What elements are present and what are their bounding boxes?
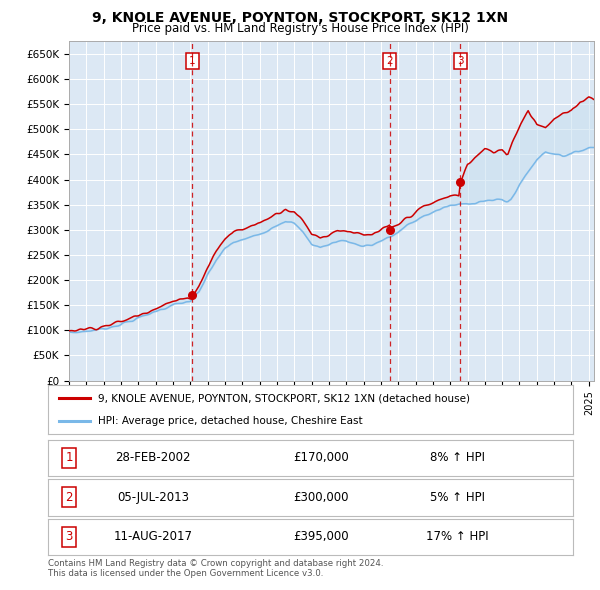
Text: 1: 1 — [65, 451, 73, 464]
Text: 3: 3 — [65, 530, 73, 543]
Text: Price paid vs. HM Land Registry's House Price Index (HPI): Price paid vs. HM Land Registry's House … — [131, 22, 469, 35]
Text: HPI: Average price, detached house, Cheshire East: HPI: Average price, detached house, Ches… — [98, 415, 362, 425]
Text: 5% ↑ HPI: 5% ↑ HPI — [430, 491, 485, 504]
Text: 9, KNOLE AVENUE, POYNTON, STOCKPORT, SK12 1XN (detached house): 9, KNOLE AVENUE, POYNTON, STOCKPORT, SK1… — [98, 394, 470, 404]
Text: 1: 1 — [189, 57, 196, 67]
Text: 11-AUG-2017: 11-AUG-2017 — [113, 530, 193, 543]
Text: £300,000: £300,000 — [293, 491, 349, 504]
Text: 05-JUL-2013: 05-JUL-2013 — [117, 491, 189, 504]
Text: Contains HM Land Registry data © Crown copyright and database right 2024.: Contains HM Land Registry data © Crown c… — [48, 559, 383, 568]
Text: 3: 3 — [457, 57, 464, 67]
Text: 17% ↑ HPI: 17% ↑ HPI — [426, 530, 489, 543]
Text: 9, KNOLE AVENUE, POYNTON, STOCKPORT, SK12 1XN: 9, KNOLE AVENUE, POYNTON, STOCKPORT, SK1… — [92, 11, 508, 25]
Text: 28-FEB-2002: 28-FEB-2002 — [115, 451, 191, 464]
Text: This data is licensed under the Open Government Licence v3.0.: This data is licensed under the Open Gov… — [48, 569, 323, 578]
Text: 8% ↑ HPI: 8% ↑ HPI — [430, 451, 485, 464]
Text: £395,000: £395,000 — [293, 530, 349, 543]
Text: 2: 2 — [65, 491, 73, 504]
Text: 2: 2 — [386, 57, 393, 67]
Text: £170,000: £170,000 — [293, 451, 349, 464]
